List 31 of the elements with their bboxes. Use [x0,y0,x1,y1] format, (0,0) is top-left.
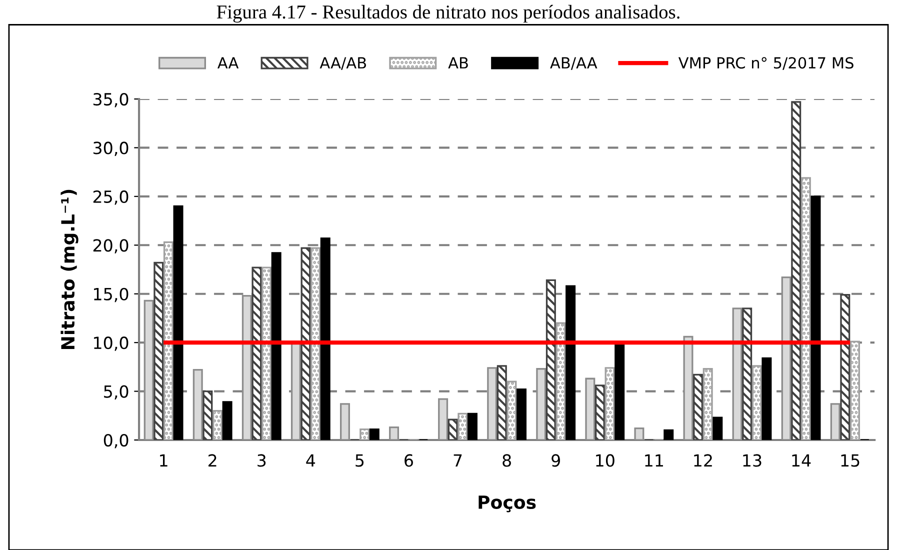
y-tick-label: 5,0 [104,385,128,400]
x-tick-label: 11 [645,454,663,467]
x-tick-label: 3 [258,454,266,467]
x-tick-label: 9 [552,454,560,467]
x-tick-label: 12 [694,454,712,467]
y-tick-label: 15,0 [94,288,128,302]
x-tick-label: 14 [792,454,811,467]
x-tick-label: 5 [356,454,364,467]
y-tick-label: 30,0 [93,142,128,156]
legend-label: AA/AB [320,57,366,70]
y-tick-label: 0,0 [104,434,128,448]
x-tick-label: 13 [743,454,762,467]
x-tick-label: 2 [208,454,216,467]
x-axis-title: Poços [478,496,536,512]
y-tick-label: 20,0 [93,239,128,254]
x-tick-label: 7 [454,454,462,467]
x-tick-label: 8 [502,454,511,467]
x-tick-label: 10 [596,454,614,467]
x-tick-label: 15 [841,454,860,467]
y-tick-label: 25,0 [93,190,128,205]
y-axis-title: Nitrato (mg.L⁻¹) [60,190,78,350]
x-tick-label: 4 [306,454,316,467]
x-tick-label: 1 [160,454,168,467]
legend-label: AB/AA [550,57,598,70]
y-tick-label: 35,0 [93,92,128,108]
legend-label: AA [218,57,239,68]
legend-label: AB [448,57,468,68]
y-tick-label: 10,0 [94,336,128,351]
x-tick-label: 6 [404,454,413,467]
legend-label: VMP PRC n° 5/2017 MS [678,57,854,70]
chart-title: Figura 4.17 - Resultados de nitrato nos períodos analisados. [216,4,680,23]
